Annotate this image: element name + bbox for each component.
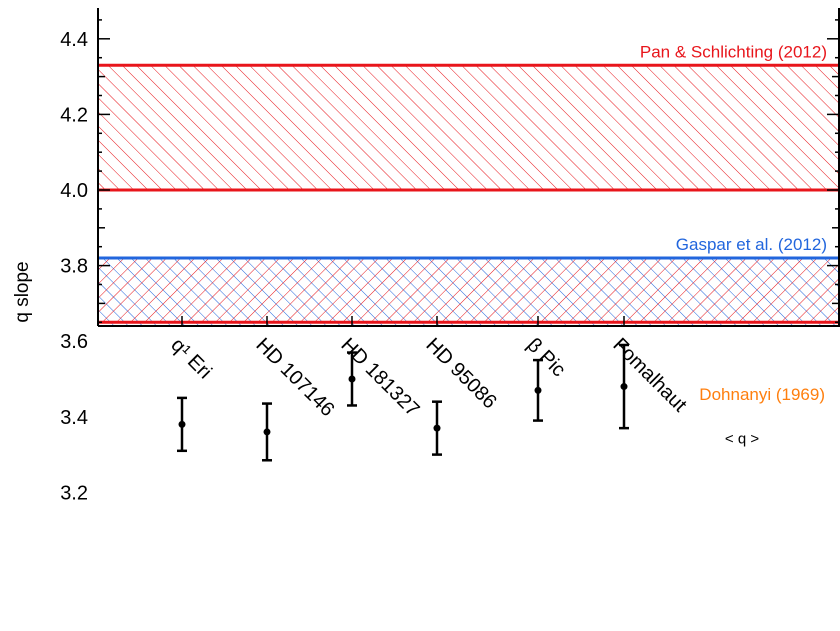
label-mean: < q > <box>725 431 759 448</box>
data-point <box>533 358 543 422</box>
label-pan-schlichting: Pan & Schlichting (2012) <box>640 42 827 61</box>
x-tick-label: HD 107146 <box>251 334 338 421</box>
band-pan-schlichting <box>98 65 840 190</box>
data-point <box>347 351 357 407</box>
y-tick-label: 3.2 <box>60 482 88 504</box>
x-tick-label: q¹ Eri <box>166 334 215 383</box>
label-dohnanyi: Dohnanyi (1969) <box>699 385 825 404</box>
data-point <box>432 400 442 456</box>
point-marker <box>263 428 271 436</box>
point-marker <box>534 386 542 394</box>
y-tick-label: 4.0 <box>60 180 88 202</box>
y-tick-label: 4.4 <box>60 29 88 51</box>
x-tick-label: Fomalhaut <box>608 334 691 417</box>
y-tick-label: 3.8 <box>60 256 88 278</box>
point-marker <box>433 424 441 432</box>
data-point <box>262 402 272 462</box>
y-tick-label: 4.2 <box>60 104 88 126</box>
data-point <box>177 396 187 453</box>
band-overlap <box>98 258 840 323</box>
data-point <box>619 343 629 430</box>
x-tick-label: β Pic <box>522 334 569 381</box>
point-marker <box>178 420 186 428</box>
y-tick-label: 3.6 <box>60 331 88 353</box>
point-marker <box>620 383 628 391</box>
y-axis-label: q slope <box>12 261 33 322</box>
label-gaspar: Gaspar et al. (2012) <box>676 235 827 254</box>
point-marker <box>348 375 356 383</box>
y-tick-label: 3.4 <box>60 407 88 429</box>
